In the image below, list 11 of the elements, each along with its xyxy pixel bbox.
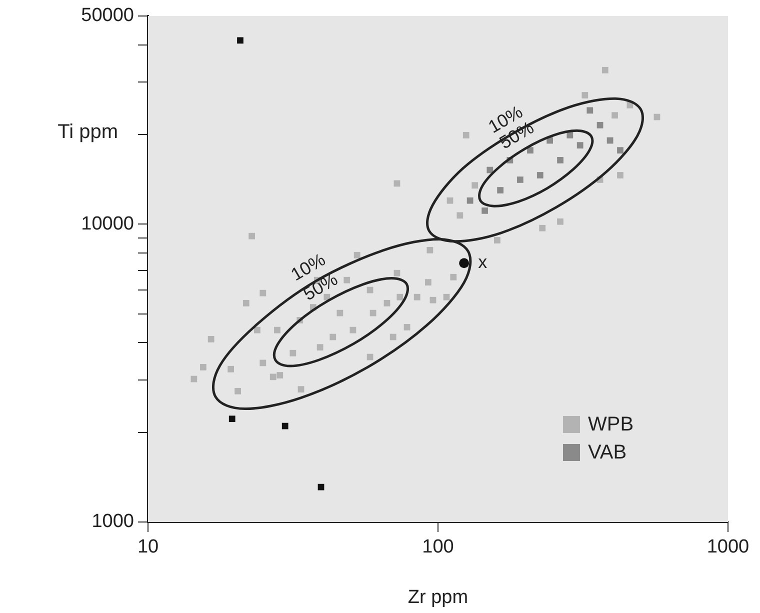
y-tick-label: 10000 xyxy=(81,213,134,234)
x-tick-label: 10 xyxy=(137,536,159,558)
x-axis-title: Zr ppm xyxy=(408,586,468,608)
y-axis-title: Ti ppm xyxy=(58,120,118,143)
x-tick-label: 1000 xyxy=(706,536,750,558)
annotation: x xyxy=(478,252,488,272)
x-tick-label: 100 xyxy=(422,536,454,558)
y-tick-label: 50000 xyxy=(81,5,134,26)
legend-label: VAB xyxy=(588,442,627,464)
legend-label: WPB xyxy=(588,414,634,436)
y-tick-label: 1000 xyxy=(92,511,134,532)
